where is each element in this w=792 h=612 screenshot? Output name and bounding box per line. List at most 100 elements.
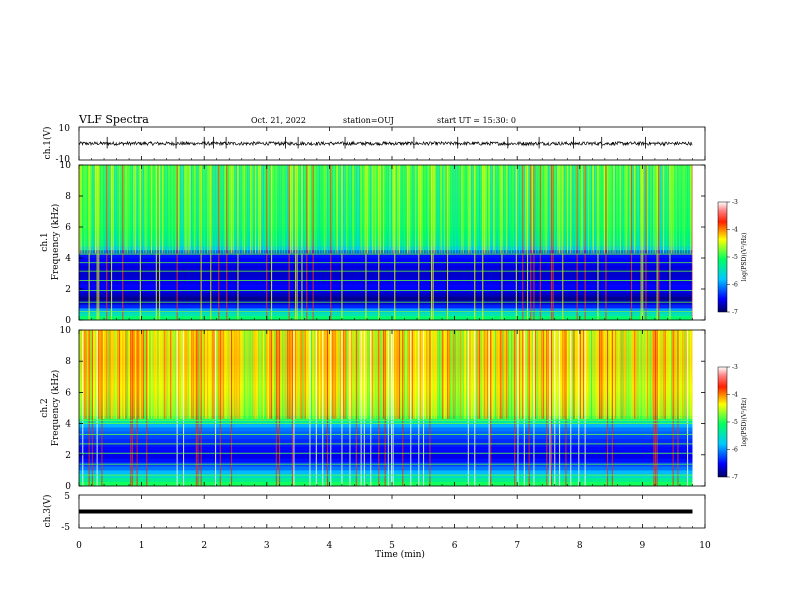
ch1-streak — [450, 165, 452, 254]
ch2-streak — [139, 330, 141, 419]
ch1-streak — [407, 165, 409, 254]
ch2-streak — [154, 330, 156, 419]
ch1-streak — [547, 165, 549, 254]
ch2-streak — [288, 330, 290, 419]
ch1-streak — [619, 165, 621, 254]
ch1-streak — [354, 165, 356, 254]
ch2-streak — [619, 330, 621, 419]
ch1-streak — [688, 165, 690, 254]
ch1-streak — [239, 165, 241, 254]
ch2-streak — [666, 330, 668, 419]
ch1-band — [79, 242, 693, 247]
ch2-streak — [499, 330, 501, 419]
ch1-streak — [306, 165, 308, 320]
ch2-streak — [658, 330, 660, 419]
ch1-streak — [394, 165, 396, 320]
ch2-streak — [261, 330, 263, 419]
ch2-streak — [443, 330, 445, 419]
ch1-streak — [576, 165, 578, 320]
ch1-streak — [479, 165, 481, 254]
ch2-streak — [271, 330, 273, 419]
ch2-streak — [98, 330, 100, 419]
ch1-streak — [287, 165, 289, 254]
ch1-streak — [618, 165, 620, 254]
ch2-streak — [141, 330, 143, 419]
ch1-streak — [434, 165, 436, 254]
ch2-streak — [349, 330, 351, 486]
ch2-streak — [379, 330, 381, 419]
ch1-blank — [692, 165, 705, 320]
ch2-streak — [304, 330, 306, 419]
ch1-streak — [267, 165, 269, 254]
ch1-streak — [147, 165, 149, 254]
ch2-streak — [613, 330, 615, 419]
ch1-streak — [443, 165, 445, 254]
ch2-streak — [605, 330, 607, 419]
ch2-streak — [114, 330, 116, 419]
ch1-band — [79, 188, 693, 193]
ch1-streak — [655, 165, 657, 254]
ch2-streak — [152, 330, 154, 419]
ch1-streak — [467, 165, 469, 254]
ch2-streak — [672, 330, 674, 486]
ch2-streak — [424, 330, 426, 419]
ch1-streak — [535, 165, 537, 254]
ch1-streak — [149, 165, 151, 254]
ch2-band — [79, 454, 693, 459]
ch2-streak — [186, 330, 188, 419]
ch1-streak — [656, 165, 658, 320]
ch1-streak — [368, 165, 370, 254]
ch2-streak — [435, 330, 437, 419]
ch1-streak — [543, 165, 545, 254]
ch2-streak — [375, 330, 377, 419]
ch1-streak — [248, 165, 250, 254]
ch1-streak — [491, 165, 493, 254]
ch1-streak — [117, 165, 119, 254]
ch1-streak — [448, 165, 450, 254]
ch1-streak — [207, 165, 209, 254]
ch2-streak — [229, 330, 231, 419]
ch2-streak — [151, 330, 153, 419]
ch1-streak — [533, 165, 535, 320]
ch1-streak — [258, 165, 260, 254]
ch1-streak — [663, 165, 665, 254]
ch1-streak — [531, 165, 533, 254]
ch2-streak — [640, 330, 642, 419]
ch1-streak — [322, 165, 324, 254]
ch1-streak — [346, 165, 348, 254]
ch1-streak — [648, 165, 650, 254]
x-tick-label: 9 — [640, 541, 646, 551]
ch2-streak — [165, 330, 167, 419]
ch2-streak — [309, 330, 311, 486]
ch1-streak — [339, 165, 341, 254]
start-time-label: start UT = 15:30: 0 — [437, 116, 516, 125]
ch2-streak — [507, 330, 509, 419]
ch2-streak — [543, 330, 545, 419]
ch2-streak — [367, 330, 369, 419]
ch1-streak — [679, 165, 681, 254]
ch1-streak — [127, 165, 129, 254]
ch1-streak — [666, 165, 668, 254]
ch1-streak — [669, 165, 671, 320]
ch1-streak — [546, 165, 548, 254]
ch2-streak — [162, 330, 164, 419]
ch1-streak — [90, 165, 92, 254]
ch1-streak — [216, 165, 218, 254]
ch1-streak — [653, 165, 655, 254]
ch1-streak — [522, 165, 524, 320]
ch2-band — [79, 341, 693, 346]
ch2-streak — [407, 330, 409, 419]
x-tick-label: 10 — [699, 541, 711, 551]
ch1-band — [79, 196, 693, 201]
ch1-streak — [442, 165, 444, 254]
ch1-streak — [445, 165, 447, 254]
ch1-streak — [589, 165, 591, 254]
ch2-streak — [405, 330, 407, 419]
ch1-streak — [538, 165, 540, 254]
ch2-streak — [493, 330, 495, 419]
ch2-streak — [656, 330, 658, 486]
ch2-streak — [595, 330, 597, 419]
ch2-band — [79, 439, 693, 444]
ch2-streak — [85, 330, 87, 419]
ch2-band — [79, 372, 693, 378]
